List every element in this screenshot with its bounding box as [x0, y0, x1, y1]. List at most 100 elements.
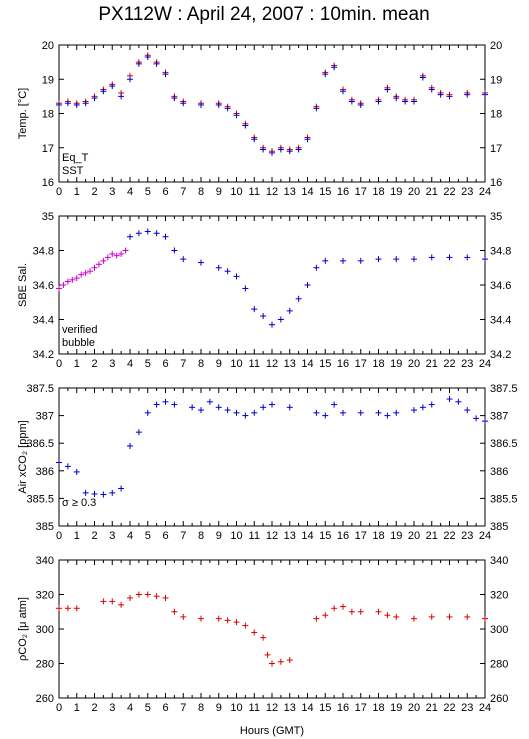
data-point	[144, 53, 151, 60]
y-tick-label-left: 280	[36, 659, 54, 671]
series-data	[56, 591, 488, 667]
y-tick-label-right: 19	[490, 74, 502, 86]
data-point	[464, 407, 471, 414]
y-tick-label-right: 387.5	[490, 383, 518, 395]
data-point	[251, 409, 258, 416]
data-point	[260, 634, 267, 641]
legend-entry: verified	[62, 324, 97, 336]
data-point	[224, 407, 231, 414]
data-point	[313, 409, 320, 416]
x-tick-label: 9	[216, 530, 222, 542]
data-point	[264, 651, 271, 658]
data-point	[473, 415, 480, 422]
data-point	[122, 247, 129, 254]
x-tick-label: 11	[249, 358, 260, 370]
data-point	[135, 429, 142, 436]
y-tick-label-right: 16	[490, 177, 502, 189]
data-point	[127, 233, 133, 240]
data-point	[393, 409, 400, 416]
x-tick-label: 18	[372, 530, 384, 542]
x-tick-label: 7	[180, 186, 186, 198]
data-point	[64, 100, 71, 107]
data-point	[411, 256, 417, 263]
data-point	[153, 230, 160, 237]
x-tick-label: 2	[91, 186, 97, 198]
x-tick-label: 6	[162, 358, 168, 370]
data-point	[171, 608, 178, 615]
y-tick-label-left: 386	[36, 466, 54, 478]
data-point	[100, 257, 107, 264]
x-tick-label: 22	[443, 186, 455, 198]
y-tick-label-right: 34.8	[490, 246, 511, 258]
data-point	[224, 268, 231, 275]
plot-frame	[58, 44, 486, 183]
x-tick-label: 24	[479, 530, 491, 542]
data-point	[357, 257, 364, 264]
data-point	[64, 278, 71, 285]
x-tick-label: 24	[479, 186, 491, 198]
data-point	[206, 398, 213, 405]
annotation-label: σ ≥ 0.3	[62, 497, 96, 509]
data-point	[171, 247, 178, 254]
data-point	[384, 412, 391, 419]
x-tick-label: 8	[198, 358, 204, 370]
x-tick-label: 21	[426, 702, 438, 714]
data-point	[384, 612, 391, 619]
data-point	[78, 271, 85, 278]
x-tick-label: 0	[56, 530, 62, 542]
x-tick-label: 19	[390, 530, 402, 542]
data-point	[56, 459, 62, 466]
x-tick-label: 5	[145, 702, 151, 714]
x-tick-label: 16	[337, 186, 349, 198]
data-point	[242, 122, 249, 129]
y-tick-label-left: 20	[42, 40, 54, 52]
data-point	[295, 295, 302, 302]
x-tick-label: 15	[319, 702, 331, 714]
data-point	[437, 91, 444, 98]
x-tick-label: 24	[479, 702, 491, 714]
y-tick-label-right: 280	[490, 659, 508, 671]
data-point	[348, 98, 355, 105]
data-point	[446, 396, 453, 403]
data-point	[144, 409, 151, 416]
data-point	[118, 601, 125, 608]
data-point	[242, 622, 249, 629]
x-tick-label: 11	[249, 530, 260, 542]
y-tick-label-right: 300	[490, 624, 508, 636]
x-tick-label: 15	[319, 358, 331, 370]
data-point	[393, 95, 400, 102]
data-point	[162, 594, 169, 601]
x-tick-label: 18	[372, 702, 384, 714]
x-tick-label: 5	[145, 358, 151, 370]
x-tick-label: 19	[390, 358, 402, 370]
x-tick-label: 9	[216, 702, 222, 714]
x-tick-label: 4	[127, 186, 133, 198]
x-tick-label: 20	[408, 702, 420, 714]
chart-panel-1: 0 1 2 3 4 5 6 7 8 9 10 11 12 13 14 15 16 17 18 19 20 21 22 23 24…	[17, 40, 502, 198]
x-tick-label: 13	[284, 186, 296, 198]
x-tick-label: 1	[74, 702, 80, 714]
x-tick-label: 13	[284, 702, 296, 714]
x-tick-label: 4	[127, 702, 133, 714]
data-point	[322, 71, 329, 78]
data-point	[198, 101, 204, 108]
data-point	[109, 83, 116, 90]
x-tick-label: 3	[109, 702, 115, 714]
data-point	[375, 256, 382, 263]
y-tick-label-right: 34.4	[490, 315, 511, 327]
x-tick-label: 5	[145, 186, 151, 198]
x-tick-label: 15	[319, 186, 331, 198]
x-tick-label: 20	[408, 358, 420, 370]
y-tick-label-left: 34.8	[33, 246, 54, 258]
x-tick-label: 5	[145, 530, 151, 542]
plot-frame	[58, 559, 486, 699]
x-tick-label: 24	[479, 358, 491, 370]
data-point	[233, 273, 240, 280]
x-tick-label: 14	[301, 530, 313, 542]
data-point	[419, 404, 426, 411]
x-tick-label: 16	[337, 358, 349, 370]
data-point	[127, 76, 133, 83]
x-tick-label: 10	[230, 186, 242, 198]
data-point	[331, 64, 338, 71]
x-tick-label: 14	[301, 358, 313, 370]
